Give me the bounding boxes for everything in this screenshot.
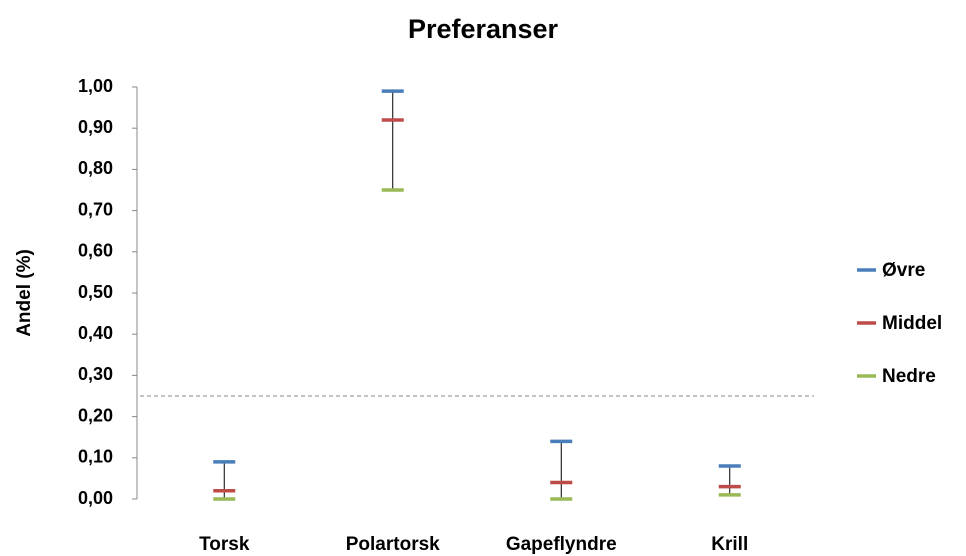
y-axis-label: Andel (%) <box>14 249 35 337</box>
legend-label: Øvre <box>882 260 925 281</box>
y-tick-label: 0,80 <box>78 158 113 178</box>
y-tick-label: 0,30 <box>78 364 113 384</box>
y-tick-label: 0,60 <box>78 241 113 261</box>
x-tick-label: Krill <box>711 534 748 555</box>
y-tick-label: 0,50 <box>78 282 113 302</box>
x-tick-label: Gapeflyndre <box>506 534 617 555</box>
y-tick-label: 0,40 <box>78 323 113 343</box>
y-tick-label: 0,10 <box>78 447 113 467</box>
chart-title: Preferanser <box>408 14 559 44</box>
y-tick-label: 0,20 <box>78 405 113 425</box>
x-tick-label: Polartorsk <box>346 534 440 555</box>
legend-label: Nedre <box>882 366 936 387</box>
y-tick-label: 0,90 <box>78 117 113 137</box>
x-tick-label: Torsk <box>199 534 250 555</box>
y-tick-label: 0,70 <box>78 199 113 219</box>
y-tick-label: 1,00 <box>78 76 113 96</box>
y-tick-label: 0,00 <box>78 488 113 508</box>
legend-label: Middel <box>882 313 942 334</box>
